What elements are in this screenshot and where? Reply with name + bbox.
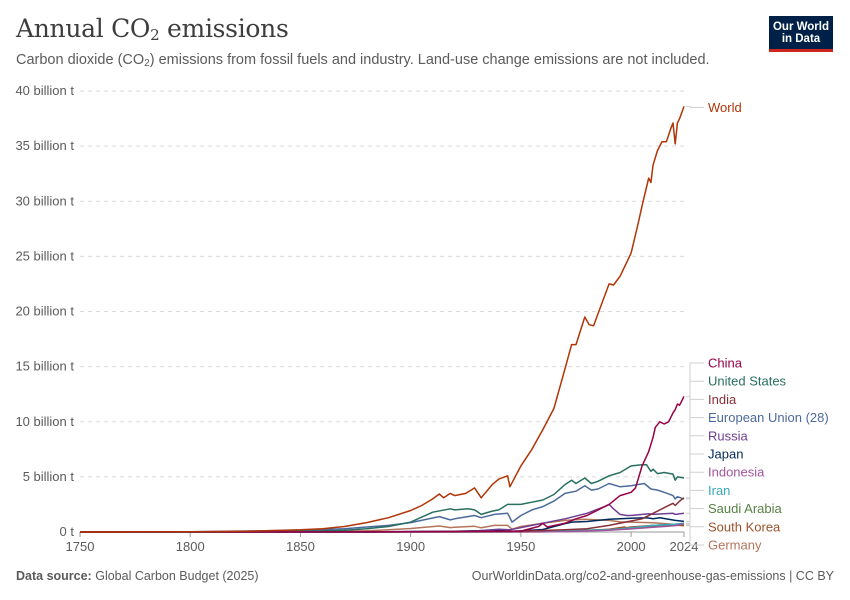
legend-label[interactable]: Germany: [708, 538, 762, 553]
owid-logo[interactable]: Our World in Data: [769, 16, 833, 52]
chart-title: Annual CO2 emissions: [16, 14, 289, 44]
y-grid: [80, 90, 684, 478]
x-tick-label: 2024: [670, 539, 699, 554]
y-axis: 0 t 5 billion t 10 billion t 15 billion t 20…: [15, 83, 74, 539]
legend-connector: [686, 453, 704, 522]
legend-connectors: [686, 105, 704, 546]
x-tick-label: 1900: [396, 539, 425, 554]
y-tick-label: 25 billion t: [15, 248, 74, 263]
series-line-european-union-28[interactable]: [79, 482, 685, 533]
y-tick-label: 30 billion t: [15, 193, 74, 208]
series-line-united-states[interactable]: [80, 463, 685, 533]
series-line-india[interactable]: [79, 497, 685, 533]
y-tick-label: 15 billion t: [15, 359, 74, 374]
y-tick-label: 10 billion t: [15, 414, 74, 429]
legend-labels: World China United States India European Uni…: [708, 100, 829, 553]
source-url[interactable]: OurWorldinData.org/co2-and-greenhouse-ga…: [471, 569, 834, 583]
x-tick-label: 1850: [286, 539, 315, 554]
logo-line-2: in Data: [781, 33, 821, 45]
data-source: Data source: Global Carbon Budget (2025): [16, 569, 259, 583]
legend-connector: [686, 435, 704, 514]
y-tick-label: 20 billion t: [15, 304, 74, 319]
legend-label[interactable]: United States: [708, 374, 787, 389]
x-tick-label: 1800: [176, 539, 205, 554]
legend-label[interactable]: Iran: [708, 483, 730, 498]
legend-label[interactable]: China: [708, 356, 743, 371]
legend-connector: [686, 380, 704, 479]
x-tick-label: 1950: [506, 539, 535, 554]
legend-label[interactable]: India: [708, 392, 737, 407]
legend-label[interactable]: South Korea: [708, 519, 781, 534]
legend-label[interactable]: European Union (28): [708, 410, 829, 425]
legend-label[interactable]: Russia: [708, 428, 749, 443]
y-tick-label: 0 t: [60, 524, 75, 539]
legend-label[interactable]: World: [708, 100, 742, 115]
series-line-world[interactable]: [79, 106, 685, 533]
legend-label[interactable]: Saudi Arabia: [708, 501, 782, 516]
legend-connector: [686, 417, 704, 500]
x-axis: 1750 1800 1850 1900 1950 2000 2024: [66, 531, 699, 554]
x-tick-label: 1750: [66, 539, 95, 554]
logo-line-1: Our World: [772, 21, 829, 33]
y-tick-label: 5 billion t: [23, 469, 75, 484]
legend-connector: [686, 362, 704, 397]
series-lines: [79, 106, 685, 533]
legend-connector: [686, 508, 704, 525]
legend-connector: [686, 105, 704, 108]
series-line-china[interactable]: [79, 396, 685, 533]
legend-connector: [686, 525, 704, 546]
chart-subtitle: Carbon dioxide (CO2) emissions from foss…: [16, 52, 710, 69]
y-tick-label: 35 billion t: [15, 138, 74, 153]
legend-label[interactable]: Japan: [708, 447, 743, 462]
legend-connector: [686, 398, 704, 499]
legend-label[interactable]: Indonesia: [708, 465, 765, 480]
legend-connector: [686, 489, 704, 524]
x-tick-label: 2000: [617, 539, 646, 554]
y-tick-label: 40 billion t: [15, 83, 74, 98]
